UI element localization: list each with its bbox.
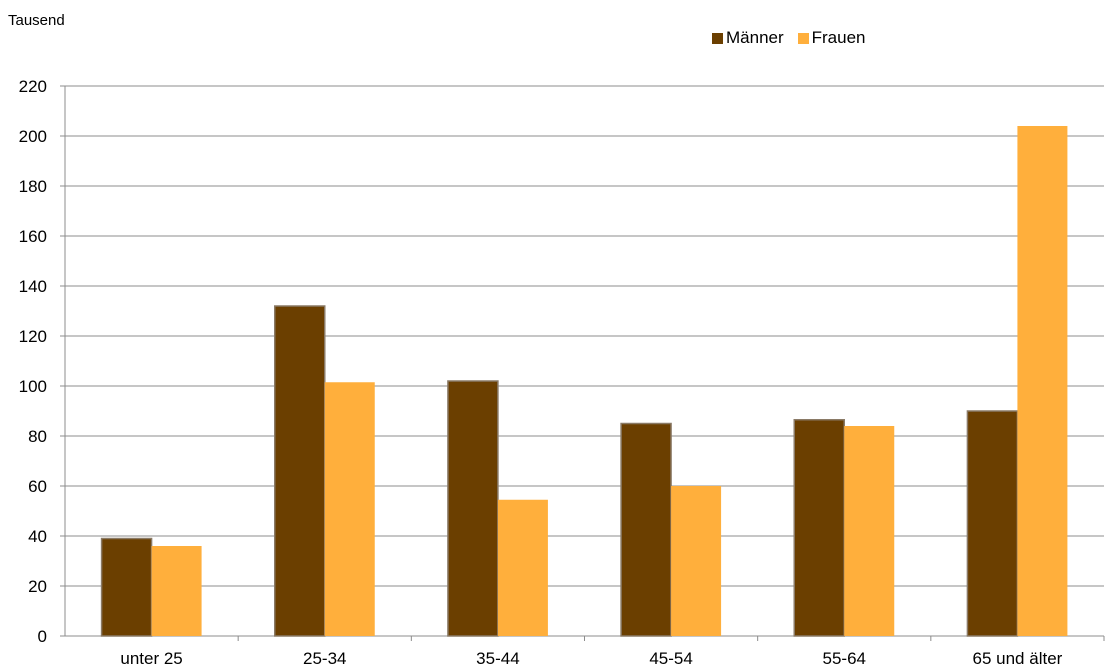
- bar-maenner-1: [274, 305, 326, 637]
- bar-maenner-2: [447, 380, 499, 637]
- x-tick-label: 55-64: [823, 649, 866, 668]
- y-tick-label: 80: [28, 427, 47, 446]
- x-tick-label: 65 und älter: [973, 649, 1063, 668]
- x-tick-label: 35-44: [476, 649, 519, 668]
- x-tick-label: 45-54: [649, 649, 692, 668]
- bar-maenner-4: [793, 419, 845, 637]
- y-tick-label: 100: [19, 377, 47, 396]
- y-tick-label: 160: [19, 227, 47, 246]
- x-tick-label: 25-34: [303, 649, 346, 668]
- legend-label-maenner: Männer: [726, 28, 784, 47]
- legend-item-maenner: Männer: [712, 28, 784, 48]
- y-tick-label: 0: [38, 627, 47, 646]
- x-tick-label: unter 25: [120, 649, 182, 668]
- y-tick-label: 60: [28, 477, 47, 496]
- bar-frauen-2: [497, 499, 548, 636]
- y-tick-label: 20: [28, 577, 47, 596]
- bar-frauen-5: [1017, 126, 1068, 636]
- y-tick-label: 200: [19, 127, 47, 146]
- bar-frauen-1: [324, 382, 375, 636]
- bar-frauen-3: [671, 486, 722, 636]
- y-tick-label: 140: [19, 277, 47, 296]
- y-tick-label: 40: [28, 527, 47, 546]
- legend-swatch-maenner: [712, 32, 723, 44]
- y-tick-label: 220: [19, 77, 47, 96]
- bar-maenner-5: [966, 410, 1019, 637]
- y-tick-label: 120: [19, 327, 47, 346]
- bar-maenner-0: [100, 537, 153, 637]
- bar-maenner-3: [620, 422, 672, 637]
- bar-frauen-4: [844, 426, 895, 636]
- legend-item-frauen: Frauen: [797, 28, 866, 48]
- legend-label-frauen: Frauen: [811, 28, 866, 47]
- y-axis-unit-label: Tausend: [8, 12, 65, 29]
- legend-swatch-frauen: [797, 32, 809, 44]
- y-tick-label: 180: [19, 177, 47, 196]
- bar-frauen-0: [151, 546, 202, 636]
- legend: Männer Frauen: [712, 28, 880, 48]
